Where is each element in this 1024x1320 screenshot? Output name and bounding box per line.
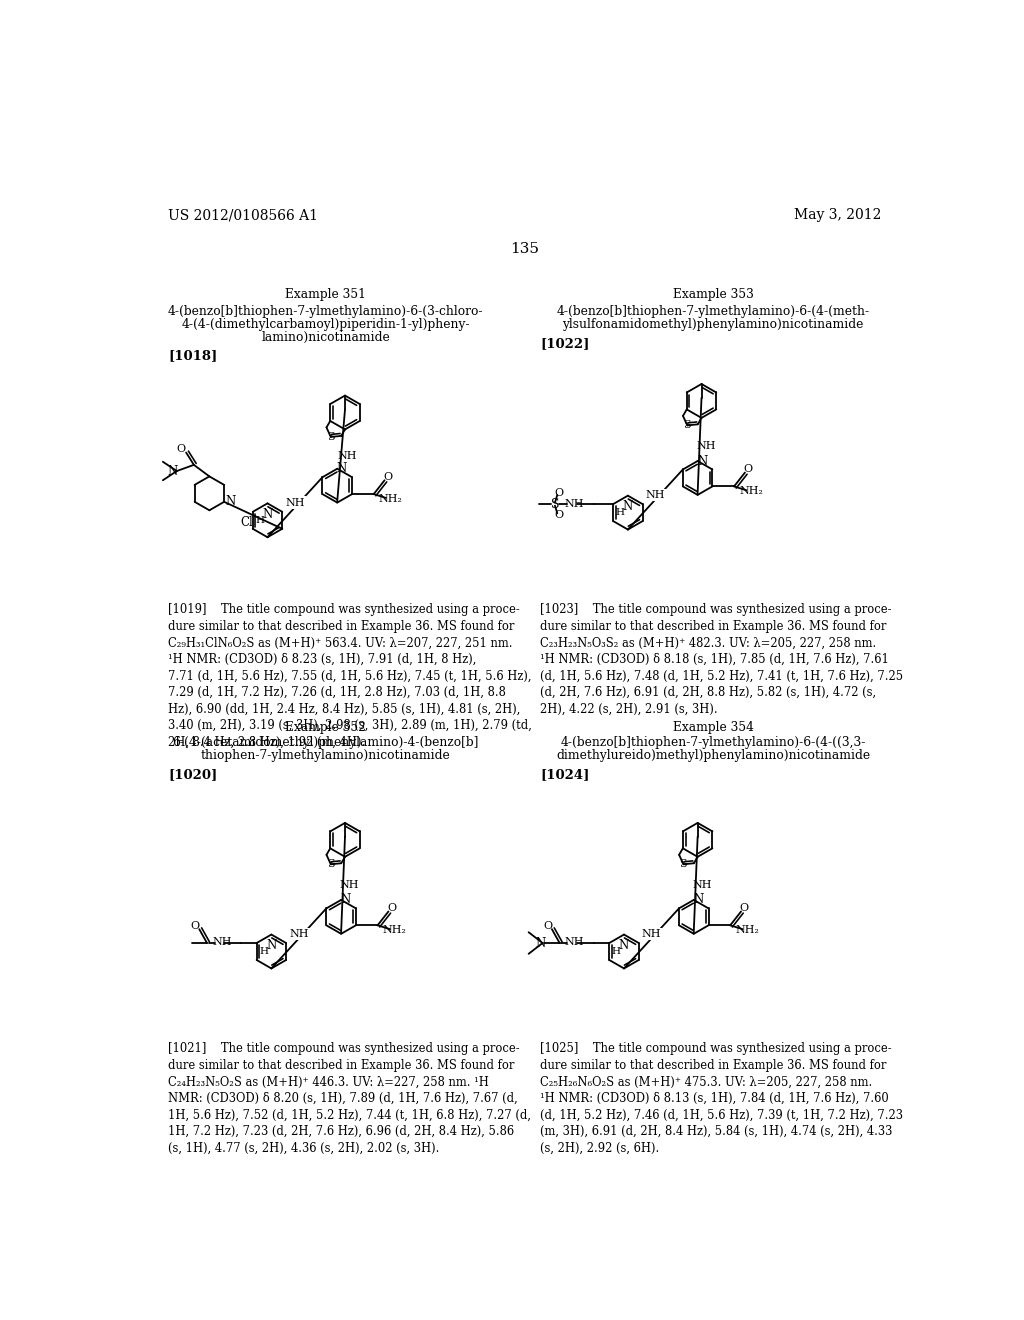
Text: N: N	[623, 500, 633, 513]
Text: Example 354: Example 354	[673, 721, 754, 734]
Text: O: O	[190, 921, 200, 931]
Text: 135: 135	[510, 242, 540, 256]
Text: H: H	[255, 516, 264, 525]
Text: 4-(benzo[b]thiophen-7-ylmethylamino)-6-(4-((3,3-: 4-(benzo[b]thiophen-7-ylmethylamino)-6-(…	[560, 737, 866, 748]
Text: N: N	[536, 936, 546, 949]
Text: N: N	[618, 939, 629, 952]
Text: Example 353: Example 353	[673, 288, 754, 301]
Text: [1018]: [1018]	[168, 350, 217, 363]
Text: NH: NH	[289, 929, 308, 939]
Text: O: O	[739, 903, 749, 913]
Text: O: O	[176, 444, 185, 454]
Text: dimethylureido)methyl)phenylamino)nicotinamide: dimethylureido)methyl)phenylamino)nicoti…	[556, 748, 870, 762]
Text: NH: NH	[696, 441, 716, 451]
Text: S: S	[327, 859, 335, 870]
Text: Cl: Cl	[241, 516, 253, 529]
Text: H: H	[259, 946, 268, 956]
Text: NH: NH	[645, 490, 666, 500]
Text: O: O	[544, 921, 553, 931]
Text: [1021]    The title compound was synthesized using a proce-
dure similar to that: [1021] The title compound was synthesize…	[168, 1043, 531, 1155]
Text: thiophen-7-ylmethylamino)nicotinamide: thiophen-7-ylmethylamino)nicotinamide	[201, 748, 451, 762]
Text: S: S	[551, 498, 559, 511]
Text: [1020]: [1020]	[168, 768, 217, 781]
Text: NH: NH	[340, 880, 359, 890]
Text: NH: NH	[642, 929, 662, 939]
Text: NH: NH	[212, 937, 231, 948]
Text: NH₂: NH₂	[383, 925, 407, 935]
Text: S: S	[683, 420, 691, 430]
Text: N: N	[337, 462, 347, 475]
Text: O: O	[554, 488, 563, 499]
Text: NH: NH	[338, 451, 357, 461]
Text: [1023]    The title compound was synthesized using a proce-
dure similar to that: [1023] The title compound was synthesize…	[541, 603, 903, 715]
Text: ylsulfonamidomethyl)phenylamino)nicotinamide: ylsulfonamidomethyl)phenylamino)nicotina…	[562, 318, 864, 331]
Text: N: N	[225, 495, 236, 508]
Text: H: H	[611, 946, 621, 956]
Text: S: S	[680, 859, 687, 870]
Text: NH₂: NH₂	[379, 494, 402, 504]
Text: [1024]: [1024]	[541, 768, 590, 781]
Text: O: O	[387, 903, 396, 913]
Text: O: O	[743, 465, 753, 474]
Text: N: N	[266, 939, 276, 952]
Text: 4-(benzo[b]thiophen-7-ylmethylamino)-6-(4-(meth-: 4-(benzo[b]thiophen-7-ylmethylamino)-6-(…	[557, 305, 869, 318]
Text: Example 351: Example 351	[286, 288, 366, 301]
Text: N: N	[341, 894, 351, 907]
Text: N: N	[697, 454, 708, 467]
Text: NH: NH	[286, 498, 305, 508]
Text: NH: NH	[692, 880, 712, 890]
Text: [1022]: [1022]	[541, 337, 590, 350]
Text: NH₂: NH₂	[735, 925, 759, 935]
Text: [1025]    The title compound was synthesized using a proce-
dure similar to that: [1025] The title compound was synthesize…	[541, 1043, 903, 1155]
Text: S: S	[327, 432, 335, 442]
Text: Example 352: Example 352	[285, 721, 367, 734]
Text: H: H	[615, 508, 625, 517]
Text: May 3, 2012: May 3, 2012	[794, 209, 882, 223]
Text: O: O	[554, 510, 563, 520]
Text: O: O	[383, 473, 392, 482]
Text: NH₂: NH₂	[739, 486, 763, 496]
Text: 4-(4-(dimethylcarbamoyl)piperidin-1-yl)pheny-: 4-(4-(dimethylcarbamoyl)piperidin-1-yl)p…	[181, 318, 470, 331]
Text: N: N	[262, 508, 272, 520]
Text: 6-(4-(acetamidomethyl)phenylamino)-4-(benzo[b]: 6-(4-(acetamidomethyl)phenylamino)-4-(be…	[172, 737, 479, 748]
Text: lamino)nicotinamide: lamino)nicotinamide	[261, 331, 390, 345]
Text: [1019]    The title compound was synthesized using a proce-
dure similar to that: [1019] The title compound was synthesize…	[168, 603, 532, 748]
Text: N: N	[167, 465, 177, 478]
Text: NH: NH	[564, 937, 584, 948]
Text: 4-(benzo[b]thiophen-7-ylmethylamino)-6-(3-chloro-: 4-(benzo[b]thiophen-7-ylmethylamino)-6-(…	[168, 305, 483, 318]
Text: NH: NH	[564, 499, 584, 510]
Text: US 2012/0108566 A1: US 2012/0108566 A1	[168, 209, 318, 223]
Text: N: N	[693, 894, 703, 907]
